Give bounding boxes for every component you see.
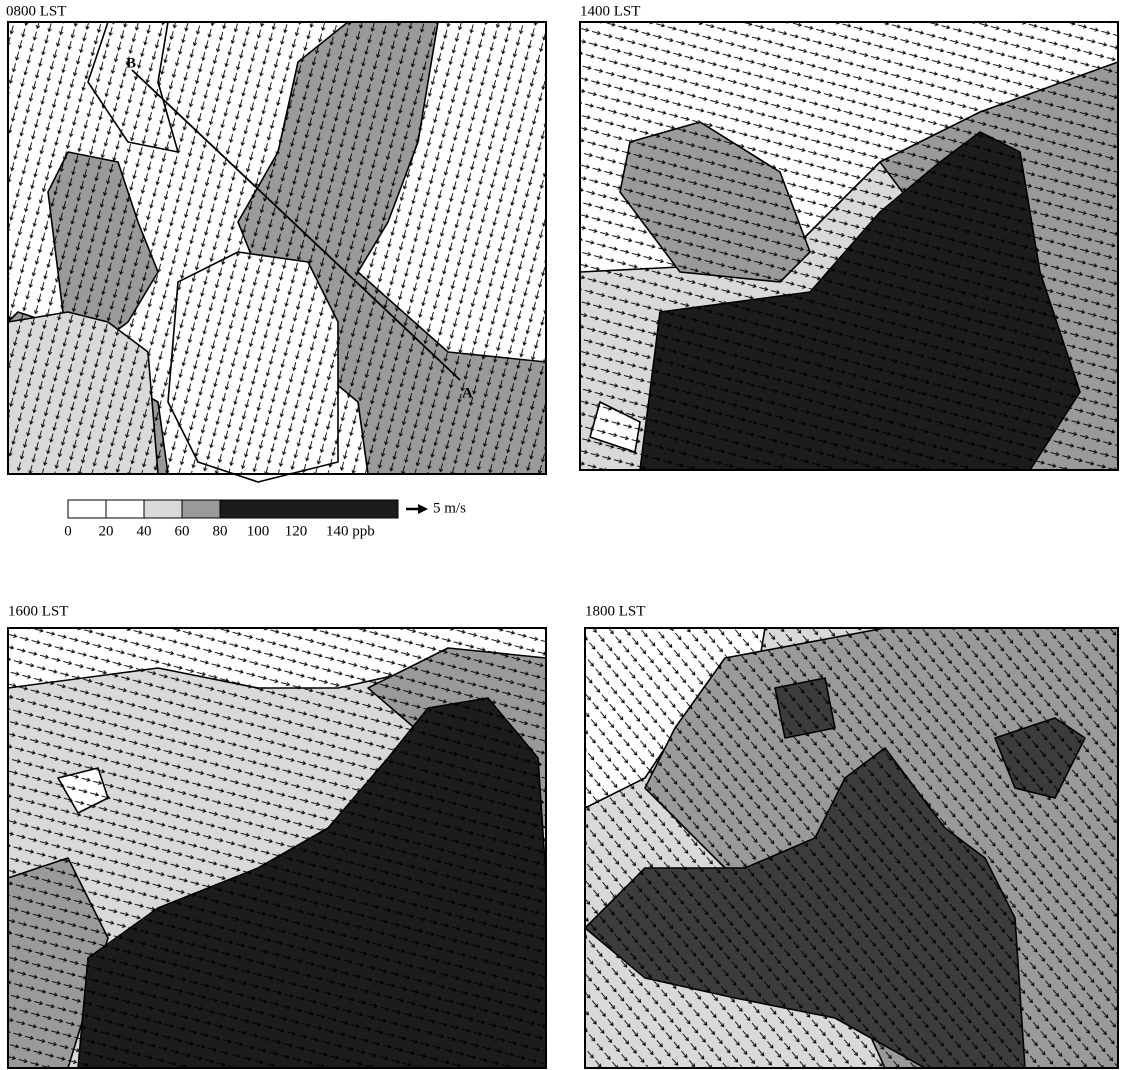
legend-label: 60 <box>175 523 190 539</box>
legend-swatch <box>144 500 182 518</box>
legend-swatch <box>106 500 144 518</box>
legend-label: 120 <box>285 523 308 539</box>
legend-label: 20 <box>99 523 114 539</box>
panel-title: 1400 LST <box>580 3 640 19</box>
figure: 0800 LST 1400 LST 1600 LST 1800 LST B A <box>0 0 1122 1070</box>
legend-swatch <box>182 500 220 518</box>
legend-swatch <box>68 500 106 518</box>
map-panel <box>580 22 1118 470</box>
map-panel: B A <box>8 22 546 482</box>
map-panel <box>8 628 546 1068</box>
legend-label: 80 <box>213 523 228 539</box>
legend: 0 20 40 60 80 100 120 140 ppb 5 m/s <box>64 500 466 539</box>
legend-label: 40 <box>137 523 152 539</box>
panel-title: 0800 LST <box>6 3 66 19</box>
legend-label: 0 <box>64 523 72 539</box>
map-panel <box>585 628 1118 1068</box>
legend-label: 140 ppb <box>326 523 375 539</box>
section-end-label: A <box>462 385 473 401</box>
legend-label: 100 <box>247 523 270 539</box>
legend-swatch <box>220 500 398 518</box>
panel-title: 1600 LST <box>8 603 68 619</box>
section-end-label: B <box>126 55 136 71</box>
scale-label: 5 m/s <box>433 500 466 516</box>
scale-arrow-head <box>418 504 428 514</box>
panel-title: 1800 LST <box>585 603 645 619</box>
